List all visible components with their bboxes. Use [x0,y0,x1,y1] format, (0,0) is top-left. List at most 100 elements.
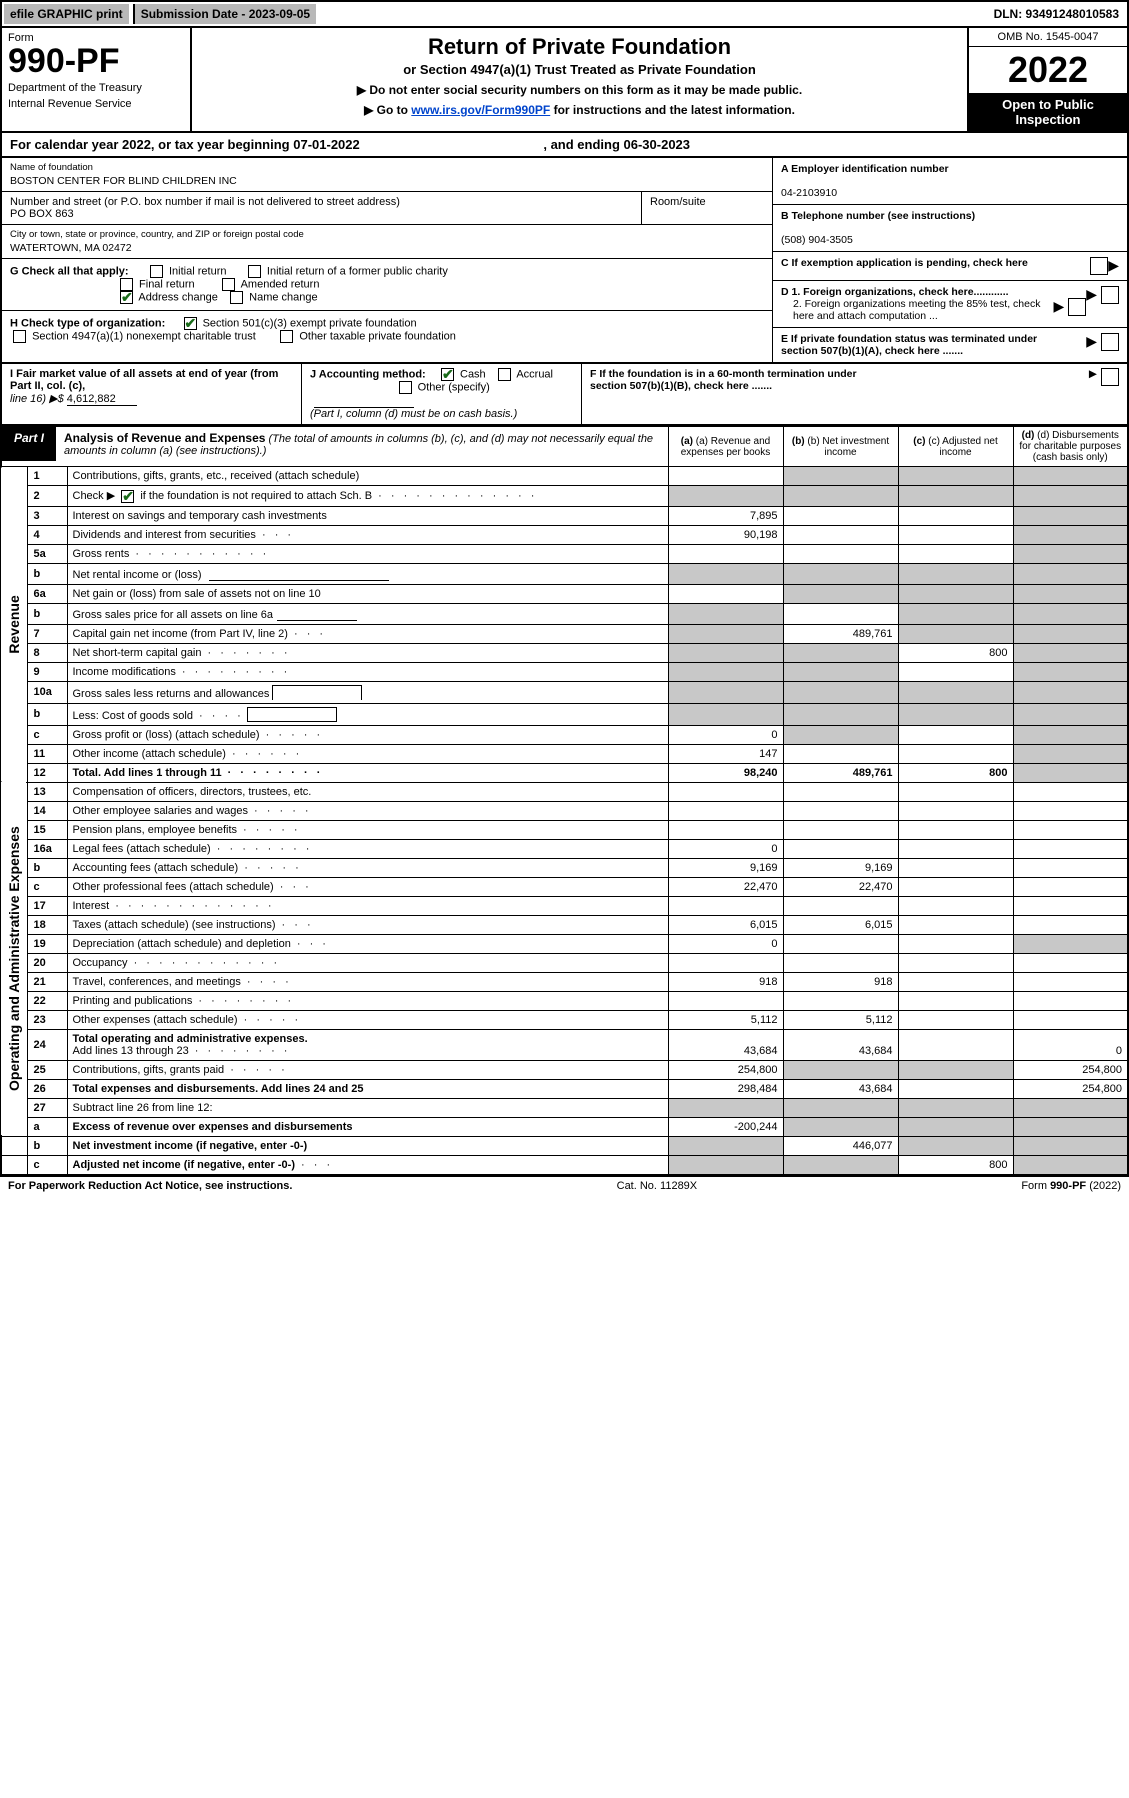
table-row: 15 Pension plans, employee benefits · · … [1,820,1128,839]
part1-label: Part I [2,427,56,461]
j-accounting-box: J Accounting method: Cash Accrual Other … [302,364,582,424]
d-foreign-box: D 1. Foreign organizations, check here..… [773,281,1127,328]
table-row: 14 Other employee salaries and wages · ·… [1,801,1128,820]
table-row: c Gross profit or (loss) (attach schedul… [1,725,1128,744]
entity-left: Name of foundation BOSTON CENTER FOR BLI… [2,158,772,362]
table-row: c Adjusted net income (if negative, ente… [1,1155,1128,1175]
table-row: 9 Income modifications · · · · · · · · · [1,662,1128,681]
amended-return-checkbox[interactable] [222,278,235,291]
i-fmv-box: I Fair market value of all assets at end… [2,364,302,424]
f-checkbox[interactable] [1101,368,1119,386]
table-row: 10a Gross sales less returns and allowan… [1,681,1128,703]
form-footer: Form 990-PF (2022) [1021,1180,1121,1192]
table-row: 25 Contributions, gifts, grants paid · ·… [1,1060,1128,1079]
table-row: Revenue 1 Contributions, gifts, grants, … [1,467,1128,486]
h-check-row: H Check type of organization: Section 50… [2,311,772,349]
table-row: 16a Legal fees (attach schedule) · · · ·… [1,839,1128,858]
part1-table: Part I Analysis of Revenue and Expenses … [0,426,1129,1176]
city-cell: City or town, state or province, country… [2,225,772,259]
f-termination-box: F If the foundation is in a 60-month ter… [582,364,1127,424]
cash-checkbox[interactable] [441,368,454,381]
table-row: 8 Net short-term capital gain · · · · · … [1,643,1128,662]
c-pending-checkbox[interactable] [1090,257,1108,275]
table-row: 20 Occupancy · · · · · · · · · · · · [1,953,1128,972]
revenue-side-label: Revenue [1,467,27,783]
arrow-icon: ▶ [1089,368,1097,380]
address-row: Number and street (or P.O. box number if… [2,192,772,225]
table-row: 22 Printing and publications · · · · · ·… [1,991,1128,1010]
table-row: c Other professional fees (attach schedu… [1,877,1128,896]
d2-checkbox[interactable] [1068,298,1086,316]
cat-number: Cat. No. 11289X [617,1180,698,1192]
paperwork-notice: For Paperwork Reduction Act Notice, see … [8,1180,292,1192]
table-row: 18 Taxes (attach schedule) (see instruct… [1,915,1128,934]
table-row: 7 Capital gain net income (from Part IV,… [1,624,1128,643]
page-footer: For Paperwork Reduction Act Notice, see … [0,1176,1129,1195]
table-row: a Excess of revenue over expenses and di… [1,1117,1128,1136]
e-checkbox[interactable] [1101,333,1119,351]
other-method-checkbox[interactable] [399,381,412,394]
table-row: 21 Travel, conferences, and meetings · ·… [1,972,1128,991]
table-row: 26 Total expenses and disbursements. Add… [1,1079,1128,1098]
col-d-header: (d) (d) Disbursements for charitable pur… [1013,427,1128,467]
501c3-checkbox[interactable] [184,317,197,330]
form-header: Form 990-PF Department of the Treasury I… [0,28,1129,133]
table-row: 27 Subtract line 26 from line 12: [1,1098,1128,1117]
form-subtitle: or Section 4947(a)(1) Trust Treated as P… [200,62,959,77]
table-row: 23 Other expenses (attach schedule) · · … [1,1010,1128,1029]
dln-number: DLN: 93491248010583 [994,7,1125,21]
table-row: 6a Net gain or (loss) from sale of asset… [1,584,1128,603]
table-row: 5a Gross rents · · · · · · · · · · · [1,544,1128,563]
schb-checkbox[interactable] [121,490,134,503]
other-taxable-checkbox[interactable] [280,330,293,343]
address-change-checkbox[interactable] [120,291,133,304]
e-terminated-box: E If private foundation status was termi… [773,328,1127,362]
header-left: Form 990-PF Department of the Treasury I… [2,28,192,131]
arrow-icon: ▶ [1053,298,1064,315]
dept-irs: Internal Revenue Service [8,98,184,110]
c-pending-box: C If exemption application is pending, c… [773,252,1127,281]
phone-box: B Telephone number (see instructions) (5… [773,205,1127,252]
table-row: 11 Other income (attach schedule) · · · … [1,744,1128,763]
ijf-row: I Fair market value of all assets at end… [0,364,1129,426]
open-public-badge: Open to Public Inspection [969,93,1127,131]
irs-link[interactable]: www.irs.gov/Form990PF [411,103,550,117]
entity-right: A Employer identification number 04-2103… [772,158,1127,362]
table-row: 3 Interest on savings and temporary cash… [1,506,1128,525]
table-row: b Less: Cost of goods sold · · · · [1,703,1128,725]
header-center: Return of Private Foundation or Section … [192,28,967,131]
ein-box: A Employer identification number 04-2103… [773,158,1127,205]
entity-info: Name of foundation BOSTON CENTER FOR BLI… [0,158,1129,364]
table-row: 4 Dividends and interest from securities… [1,525,1128,544]
efile-label: efile GRAPHIC print [4,4,129,24]
form-note-link: ▶ Go to www.irs.gov/Form990PF for instru… [200,103,959,117]
part1-desc: Analysis of Revenue and Expenses (The to… [56,427,667,461]
header-right: OMB No. 1545-0047 2022 Open to Public In… [967,28,1127,131]
4947-checkbox[interactable] [13,330,26,343]
arrow-icon: ▶ [1108,257,1119,274]
form-number: 990-PF [8,44,184,78]
expenses-side-label: Operating and Administrative Expenses [1,782,27,1136]
top-bar: efile GRAPHIC print Submission Date - 20… [0,0,1129,28]
dept-treasury: Department of the Treasury [8,82,184,94]
name-change-checkbox[interactable] [230,291,243,304]
d1-checkbox[interactable] [1101,286,1119,304]
table-row: b Net rental income or (loss) [1,563,1128,584]
tax-year: 2022 [969,47,1127,93]
table-row: 2 Check ▶ if the foundation is not requi… [1,486,1128,507]
accrual-checkbox[interactable] [498,368,511,381]
form-title: Return of Private Foundation [200,34,959,60]
form-note-ssn: ▶ Do not enter social security numbers o… [200,83,959,97]
col-b-header: (b) (b) Net investment income [783,427,898,467]
table-row: b Net investment income (if negative, en… [1,1136,1128,1155]
submission-date: Submission Date - 2023-09-05 [133,4,316,24]
foundation-name-cell: Name of foundation BOSTON CENTER FOR BLI… [2,158,772,192]
initial-return-checkbox[interactable] [150,265,163,278]
omb-number: OMB No. 1545-0047 [969,28,1127,47]
arrow-icon: ▶ [1086,286,1097,303]
table-row: 24 Total operating and administrative ex… [1,1029,1128,1060]
col-a-header: (a) (a) Revenue and expenses per books [668,427,783,467]
table-row: 19 Depreciation (attach schedule) and de… [1,934,1128,953]
table-row: 12 Total. Add lines 1 through 11 · · · ·… [1,763,1128,782]
initial-former-checkbox[interactable] [248,265,261,278]
